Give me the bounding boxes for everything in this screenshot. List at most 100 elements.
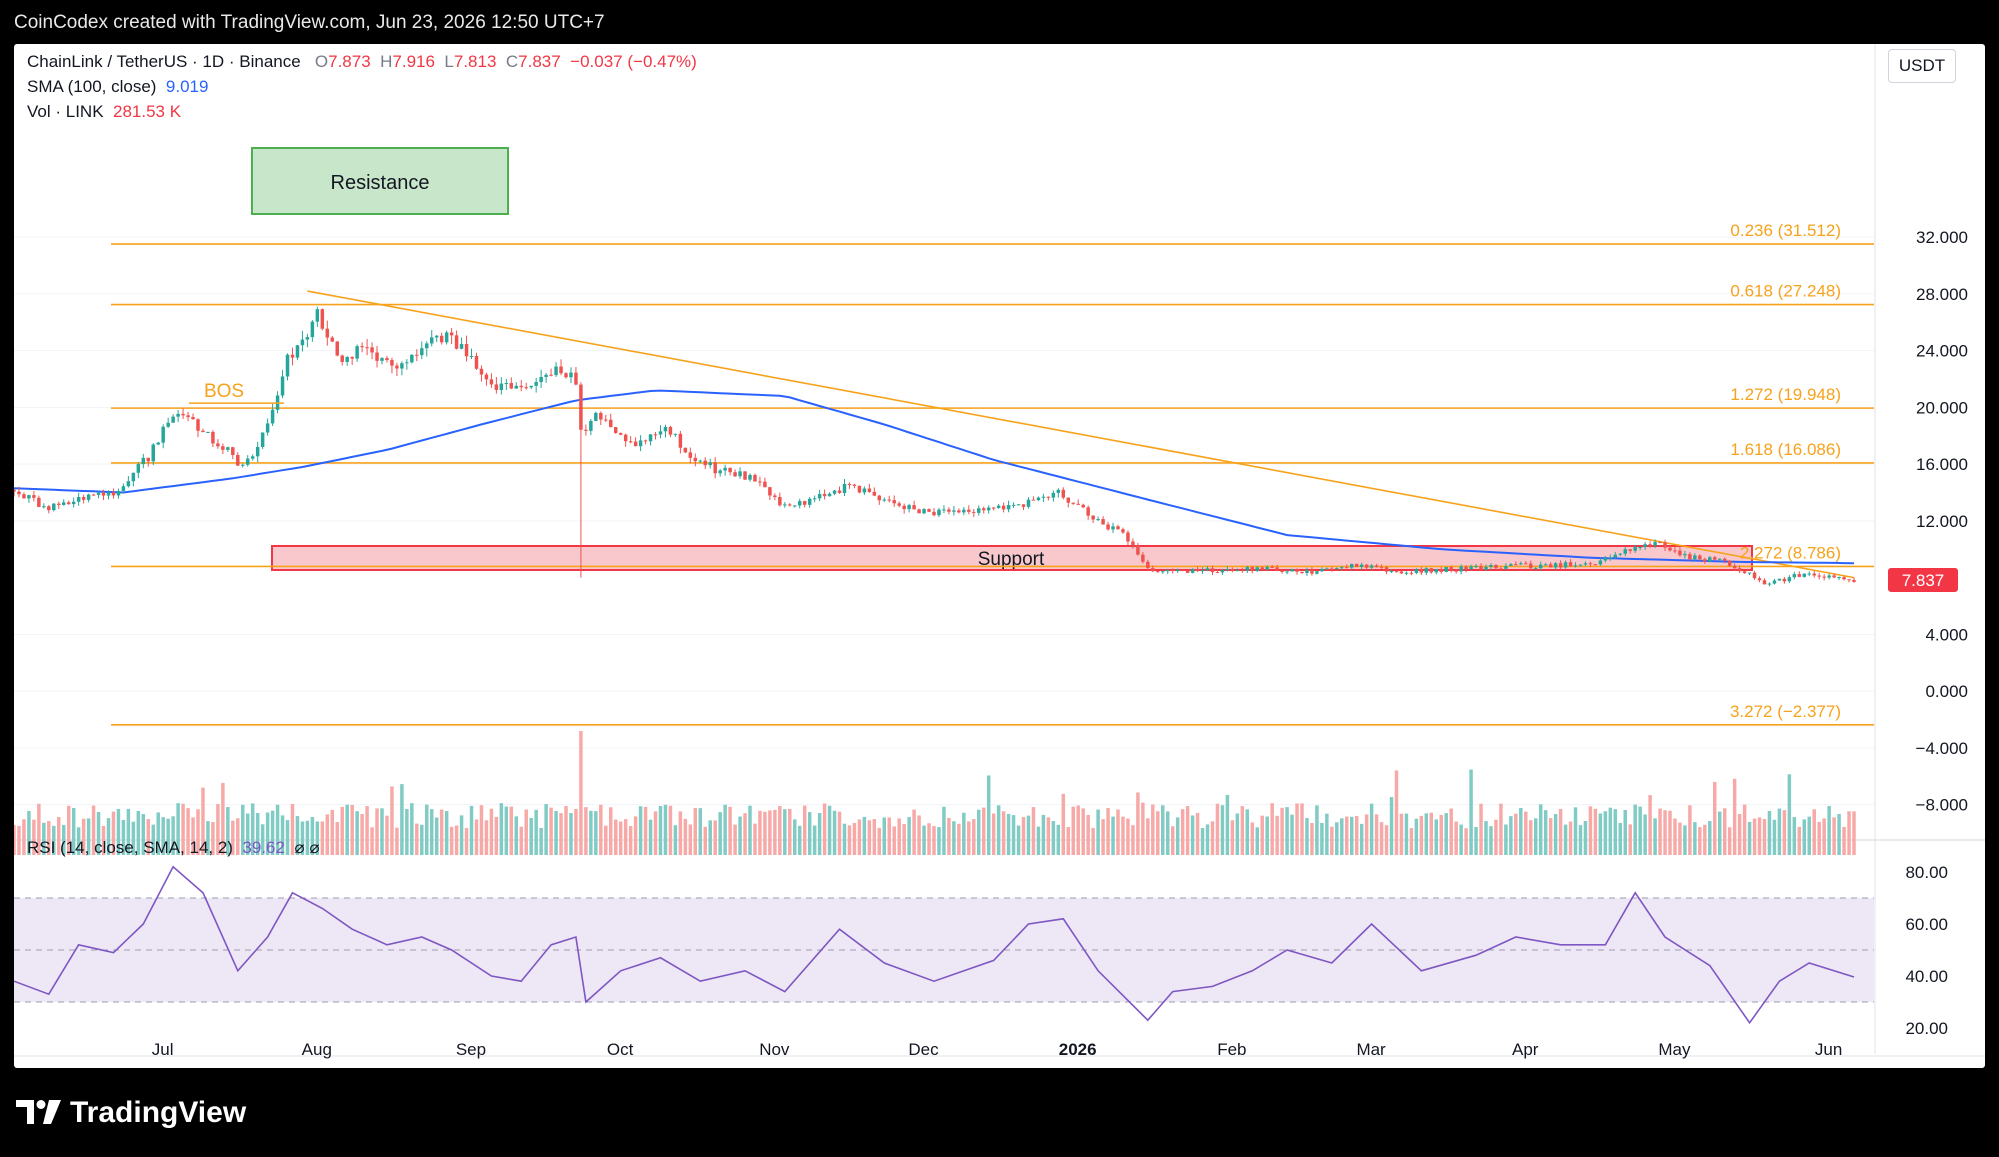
volume-bar xyxy=(1593,808,1598,855)
volume-bar xyxy=(524,809,528,855)
volume-bar xyxy=(922,825,926,855)
candle-body xyxy=(1673,550,1677,552)
currency-button[interactable]: USDT xyxy=(1888,49,1956,83)
price-tick-label: 0.000 xyxy=(1925,682,1968,701)
candle-body xyxy=(1474,566,1478,568)
legend-low: 7.813 xyxy=(453,52,497,71)
candle-body xyxy=(847,483,852,485)
candle-body xyxy=(494,384,499,390)
volume-bar xyxy=(1031,807,1036,855)
volume-bar xyxy=(330,809,335,855)
candle-body xyxy=(643,440,648,442)
candle-body xyxy=(559,366,563,374)
volume-bar xyxy=(22,819,26,855)
volume-bar xyxy=(499,803,504,855)
legend-vol-row[interactable]: Vol · LINK 281.53 K xyxy=(27,102,181,122)
volume-bar xyxy=(57,817,61,855)
volume-bar xyxy=(673,825,678,855)
volume-bar xyxy=(504,806,509,855)
rsi-background xyxy=(14,839,1985,1003)
volume-bar xyxy=(52,825,56,855)
volume-bar xyxy=(579,731,583,855)
volume-bar xyxy=(1504,824,1508,855)
candle-body xyxy=(1285,571,1289,573)
volume-bar xyxy=(1290,814,1294,855)
volume-bar xyxy=(260,824,265,855)
volume-bar xyxy=(1409,828,1414,855)
legend-vol-value: 281.53 K xyxy=(113,102,182,121)
candle-body xyxy=(638,440,643,447)
volume-bar xyxy=(1345,816,1349,855)
volume-bar xyxy=(47,821,51,855)
volume-bar xyxy=(425,804,429,855)
legend-h-label: H xyxy=(380,52,393,71)
candle-body xyxy=(1131,541,1135,546)
candle-body xyxy=(464,344,469,357)
volume-bar xyxy=(1255,827,1259,855)
volume-bar xyxy=(1742,804,1747,855)
candle-body xyxy=(42,506,46,508)
candle-body xyxy=(1225,569,1230,571)
volume-bar xyxy=(648,819,653,855)
volume-bar xyxy=(1708,821,1712,855)
legend-rsi-row[interactable]: RSI (14, close, SMA, 14, 2) 39.62 ⌀ ⌀ xyxy=(27,838,320,858)
volume-bar xyxy=(942,806,946,855)
volume-bar xyxy=(1548,818,1553,855)
candle-body xyxy=(1260,567,1264,570)
volume-bar xyxy=(832,810,837,855)
candle-body xyxy=(429,337,434,344)
candle-body xyxy=(76,497,81,502)
volume-bar xyxy=(1499,803,1503,855)
candle-body xyxy=(1031,499,1036,501)
candle-body xyxy=(594,412,598,421)
legend-sma-row[interactable]: SMA (100, close) 9.019 xyxy=(27,77,208,97)
volume-bar xyxy=(1573,807,1578,855)
candle-body xyxy=(658,431,663,435)
candle-body xyxy=(1250,567,1255,572)
price-tick-label: 20.000 xyxy=(1916,398,1968,417)
candle-body xyxy=(942,509,946,511)
volume-bar xyxy=(748,805,752,855)
candle-body xyxy=(260,432,265,447)
volume-bar xyxy=(206,821,210,855)
volume-bar xyxy=(395,827,399,855)
time-tick-label: Jul xyxy=(152,1040,174,1059)
volume-bar xyxy=(494,816,499,855)
candle-body xyxy=(96,492,101,495)
chart-svg[interactable]: Resistance Support 0.236 (31.512) 0.618 (2… xyxy=(14,44,1985,1068)
volume-bar xyxy=(902,824,906,855)
volume-bar xyxy=(305,820,310,855)
volume-bar xyxy=(1121,816,1125,855)
volume-bar xyxy=(957,823,961,855)
volume-bar xyxy=(1056,824,1061,855)
volume-bar xyxy=(812,825,817,855)
volume-bar xyxy=(529,817,533,855)
candle-body xyxy=(1389,571,1394,573)
volume-bar xyxy=(539,827,543,855)
volume-bar xyxy=(1782,810,1787,855)
volume-bar xyxy=(151,824,155,855)
volume-bar xyxy=(927,823,931,855)
chart-panel[interactable]: Resistance Support 0.236 (31.512) 0.618 (2… xyxy=(14,44,1985,1068)
volume-bar xyxy=(996,805,1001,855)
candle-body xyxy=(1419,568,1424,573)
fib-label: 3.272 (−2.377) xyxy=(1730,702,1841,721)
candle-body xyxy=(623,434,628,442)
volume-bar xyxy=(91,805,96,855)
candle-body xyxy=(52,503,56,511)
candle-body xyxy=(385,358,389,361)
candle-body xyxy=(270,409,275,424)
candle-body xyxy=(241,464,245,466)
candle-body xyxy=(1121,529,1125,533)
volume-bar xyxy=(991,813,996,855)
volume-bar xyxy=(1310,822,1314,855)
candle-body xyxy=(425,343,429,349)
volume-bar xyxy=(1459,824,1463,855)
volume-bar xyxy=(191,817,195,855)
candle-body xyxy=(564,373,568,378)
candle-body xyxy=(1608,557,1613,559)
fib-label: 1.618 (16.086) xyxy=(1730,440,1841,459)
volume-bar xyxy=(370,827,374,855)
candle-body xyxy=(1051,492,1056,498)
candle-body xyxy=(315,309,320,322)
